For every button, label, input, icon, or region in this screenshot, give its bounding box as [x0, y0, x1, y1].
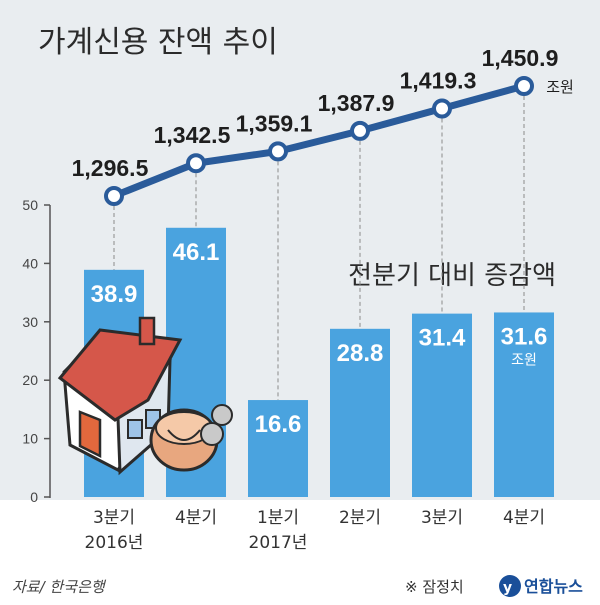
house-illustration — [57, 316, 183, 476]
y-ticks: 0 10 20 30 40 50 — [22, 197, 50, 505]
bar-value-label: 28.8 — [337, 340, 384, 367]
category-quarter-label: 4분기 — [503, 508, 545, 528]
category-quarter-label: 2분기 — [339, 508, 381, 528]
y-tick-label: 30 — [22, 314, 38, 330]
category-quarter-label: 4분기 — [175, 508, 217, 528]
category-year-label: 2017년 — [249, 533, 308, 553]
category-quarter-label: 3분기 — [93, 508, 135, 528]
bar-value-label: 16.6 — [255, 411, 302, 438]
line-unit-label: 조원 — [546, 78, 574, 96]
bar-value-label: 31.4 — [419, 325, 466, 352]
brand-text: 연합뉴스 — [524, 577, 583, 596]
money-bag-illustration — [149, 404, 233, 472]
line-path — [112, 82, 525, 200]
category-labels: 3분기 2016년 4분기 1분기 2017년 2분기 3분기 4분기 — [85, 508, 546, 553]
line-value-label: 1,387.9 — [318, 90, 395, 116]
line-point — [350, 120, 370, 141]
brand-logo: y 연합뉴스 — [499, 575, 583, 597]
chart-title: 가계신용 잔액 추이 — [38, 25, 278, 60]
source-text: 자료/ 한국은행 — [12, 578, 107, 596]
line-value-label: 1,450.9 — [482, 45, 559, 71]
bar — [494, 312, 554, 497]
line-point — [432, 98, 452, 119]
svg-text:y: y — [503, 580, 512, 596]
note-text: ※ 잠정치 — [405, 578, 464, 596]
brand-logo-icon — [499, 575, 521, 597]
bar-value-label: 38.9 — [91, 281, 138, 308]
y-tick-label: 0 — [30, 489, 38, 505]
y-tick-label: 10 — [22, 431, 38, 447]
category-quarter-label: 1분기 — [257, 508, 299, 528]
line-point — [268, 141, 288, 162]
line-value-label: 1,359.1 — [236, 110, 313, 136]
line-point — [186, 153, 206, 174]
bar-value-label: 46.1 — [173, 239, 220, 266]
bar-unit-label: 조원 — [511, 352, 537, 368]
bar-value-label: 31.6 — [501, 323, 548, 350]
y-tick-label: 50 — [22, 197, 38, 213]
line-series: 1,296.51,342.5 1,359.11,387.91,419.31,450… — [72, 45, 559, 206]
drop-lines — [113, 96, 525, 401]
bar — [248, 400, 308, 497]
category-year-label: 2016년 — [85, 533, 144, 553]
line-value-label: 1,296.5 — [72, 155, 149, 181]
line-point — [104, 186, 124, 206]
y-tick-label: 40 — [22, 255, 38, 271]
bar — [412, 313, 472, 497]
line-value-label: 1,342.5 — [154, 122, 231, 148]
line-value-label: 1,419.3 — [400, 68, 477, 94]
y-tick-label: 20 — [22, 372, 38, 388]
bar — [330, 328, 390, 497]
category-quarter-label: 3분기 — [421, 508, 463, 528]
bar-series-name: 전분기 대비 증감액 — [348, 261, 556, 291]
line-point — [514, 76, 534, 96]
